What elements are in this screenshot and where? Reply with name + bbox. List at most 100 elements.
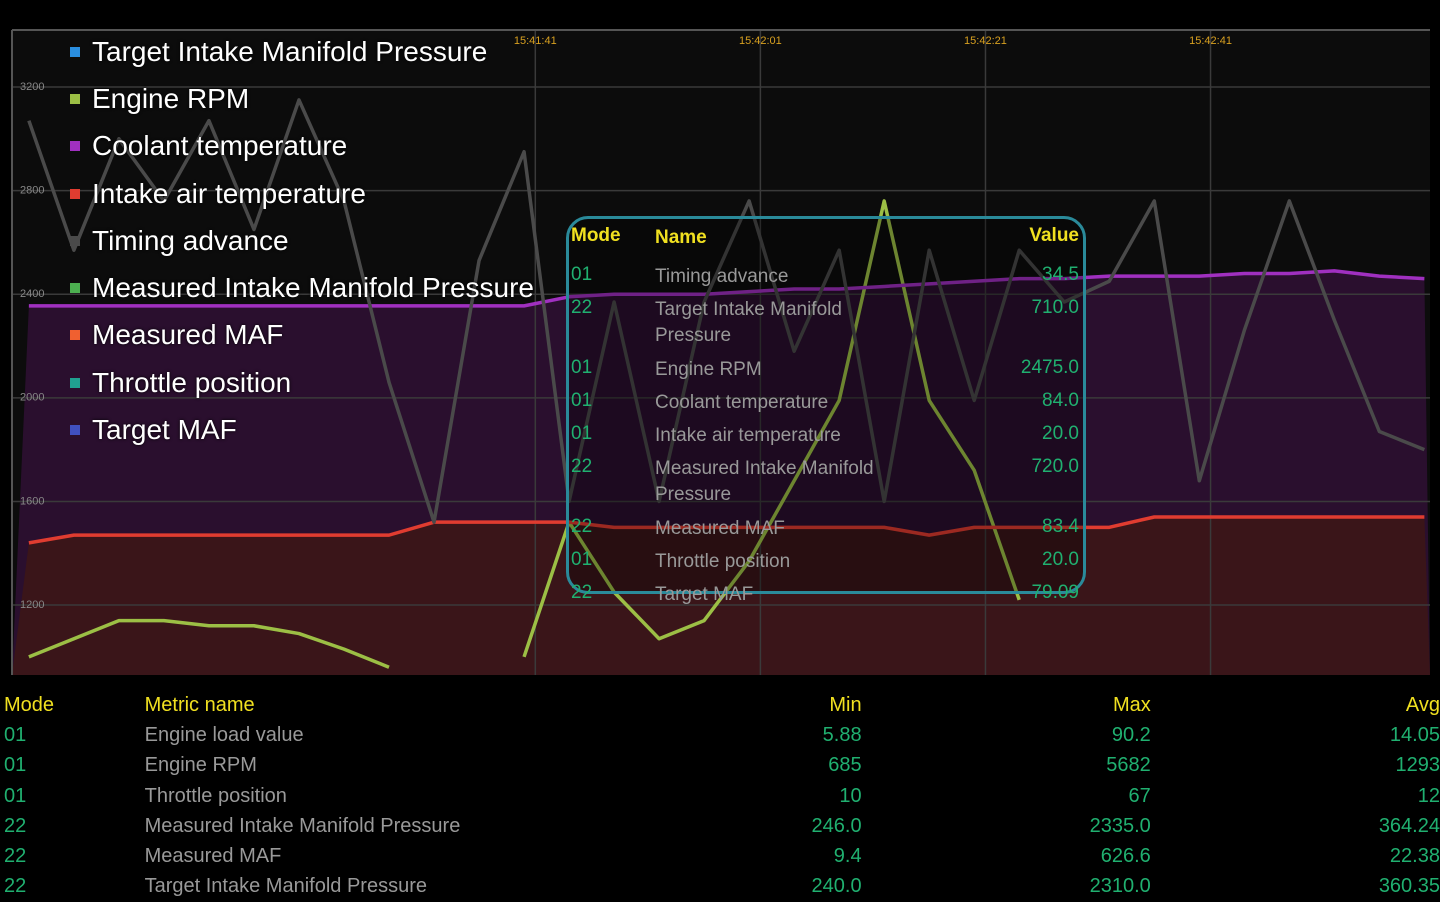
legend: Target Intake Manifold Pressure Engine RP… xyxy=(70,28,534,454)
legend-swatch xyxy=(70,283,80,294)
popup-cell: 83.4 xyxy=(1042,516,1079,537)
legend-swatch xyxy=(70,330,80,341)
popup-cell: Throttle position xyxy=(655,551,791,572)
popup-cell: 22 xyxy=(571,516,593,537)
table-cell: 5.88 xyxy=(822,723,862,746)
popup-cell: 2475.0 xyxy=(1020,357,1079,378)
table-cell: 360.35 xyxy=(1378,875,1440,898)
table-cell: 2310.0 xyxy=(1089,875,1151,898)
legend-swatch xyxy=(70,141,80,152)
popup-cell: 22 xyxy=(571,582,593,603)
table-row: 01 Engine RPM 685 5682 1293 xyxy=(0,751,1440,781)
popup-cell: Timing advance xyxy=(655,266,789,287)
legend-swatch xyxy=(70,188,80,199)
popup-cell: 01 xyxy=(571,549,593,570)
table-cell: 90.2 xyxy=(1111,723,1151,746)
y-tick-label: 1600 xyxy=(20,495,44,507)
legend-label: Target Intake Manifold Pressure xyxy=(92,35,488,67)
table-cell: Measured MAF xyxy=(144,845,282,868)
popup-cell: Measured Intake Manifold Pressure xyxy=(655,458,874,505)
x-tick-label: 15:42:41 xyxy=(1189,35,1232,47)
series-line xyxy=(28,269,1425,308)
table-cell: 01 xyxy=(4,723,27,746)
table-cell: Measured Intake Manifold Pressure xyxy=(144,814,461,837)
popup-row: 01 Intake air temperature 20.0 xyxy=(569,423,1083,449)
table-row: 01 Engine load value 5.88 90.2 14.05 xyxy=(0,720,1440,750)
table-cell: 246.0 xyxy=(811,814,862,837)
series-line xyxy=(28,515,1425,545)
header-cell: Max xyxy=(1113,693,1151,716)
popup-cell: 01 xyxy=(571,390,593,411)
legend-label: Timing advance xyxy=(92,224,289,256)
legend-entry: Engine RPM xyxy=(70,75,534,122)
popup-row: 01 Engine RPM 2475.0 xyxy=(569,357,1083,383)
popup-cell: 01 xyxy=(571,264,593,285)
legend-label: Measured MAF xyxy=(92,319,284,351)
popup-cell: 20.0 xyxy=(1042,423,1079,444)
popup-cell: Target Intake Manifold Pressure xyxy=(655,299,842,346)
popup-cell: 22 xyxy=(571,297,593,318)
value-popup: Mode Name Value 01 Timing advance 34.5 22 Targe… xyxy=(566,216,1086,605)
table-cell: Target Intake Manifold Pressure xyxy=(144,875,427,898)
header-cell: Mode xyxy=(571,225,621,246)
table-cell: 2335.0 xyxy=(1089,814,1151,837)
table-header: Mode Metric name Min Max Avg xyxy=(0,690,1440,720)
series-line xyxy=(27,98,1426,524)
legend-entry: Intake air temperature xyxy=(70,170,534,217)
popup-header: Mode Name Value xyxy=(569,225,1083,251)
table-cell: 10 xyxy=(839,784,862,807)
table-cell: 22 xyxy=(4,845,27,868)
legend-entry: Timing advance xyxy=(70,217,534,264)
x-tick-label: 15:42:01 xyxy=(739,35,782,47)
table-row: 22 Target Intake Manifold Pressure 240.0 23… xyxy=(0,872,1440,902)
table-cell: 22 xyxy=(4,875,27,898)
legend-swatch xyxy=(70,235,80,246)
header-cell: Name xyxy=(655,227,707,248)
popup-row: 01 Coolant temperature 84.0 xyxy=(569,390,1083,416)
popup-row: 01 Throttle position 20.0 xyxy=(569,549,1083,575)
legend-entry: Measured MAF xyxy=(70,312,534,359)
legend-entry: Target MAF xyxy=(70,406,534,453)
popup-cell: Measured MAF xyxy=(655,518,785,539)
popup-cell: Engine RPM xyxy=(655,359,762,380)
header-cell: Mode xyxy=(4,693,55,716)
legend-swatch xyxy=(70,425,80,436)
popup-cell: 01 xyxy=(571,423,593,444)
table-row: 01 Throttle position 10 67 12 xyxy=(0,781,1440,811)
y-tick-label: 2400 xyxy=(20,288,44,300)
stats-table: Mode Metric name Min Max Avg 01 Engine load va… xyxy=(0,690,1440,902)
y-tick-label: 3200 xyxy=(20,81,44,93)
popup-cell: 79.09 xyxy=(1031,582,1079,603)
table-cell: Engine RPM xyxy=(144,754,257,777)
popup-cell: Coolant temperature xyxy=(655,392,829,413)
table-cell: 14.05 xyxy=(1389,723,1440,746)
legend-entry: Coolant temperature xyxy=(70,123,534,170)
popup-row: 22 Target MAF 79.09 xyxy=(569,582,1083,608)
table-cell: 626.6 xyxy=(1100,845,1151,868)
header-cell: Metric name xyxy=(144,693,255,716)
y-tick-label: 2000 xyxy=(20,392,44,404)
popup-row: 22 Measured MAF 83.4 xyxy=(569,516,1083,542)
table-cell: 12 xyxy=(1417,784,1440,807)
legend-swatch xyxy=(70,46,80,57)
y-tick-label: 2800 xyxy=(20,185,44,197)
table-cell: 5682 xyxy=(1106,754,1151,777)
x-tick-label: 15:42:21 xyxy=(964,35,1007,47)
table-cell: 01 xyxy=(4,784,27,807)
table-cell: 364.24 xyxy=(1378,814,1440,837)
popup-row: 22 Measured Intake Manifold Pressure 720.0 xyxy=(569,456,1083,508)
legend-swatch xyxy=(70,377,80,388)
popup-cell: Target MAF xyxy=(655,584,754,605)
table-row: 22 Measured Intake Manifold Pressure 246.0… xyxy=(0,811,1440,841)
legend-entry: Target Intake Manifold Pressure xyxy=(70,28,534,75)
legend-entry: Throttle position xyxy=(70,359,534,406)
legend-entry: Measured Intake Manifold Pressure xyxy=(70,264,534,311)
popup-cell: 22 xyxy=(571,456,593,477)
legend-label: Intake air temperature xyxy=(92,177,366,209)
popup-cell: 710.0 xyxy=(1031,297,1079,318)
table-cell: 22 xyxy=(4,814,27,837)
legend-swatch xyxy=(70,93,80,104)
popup-cell: 34.5 xyxy=(1042,264,1079,285)
header-cell: Value xyxy=(1029,225,1079,246)
